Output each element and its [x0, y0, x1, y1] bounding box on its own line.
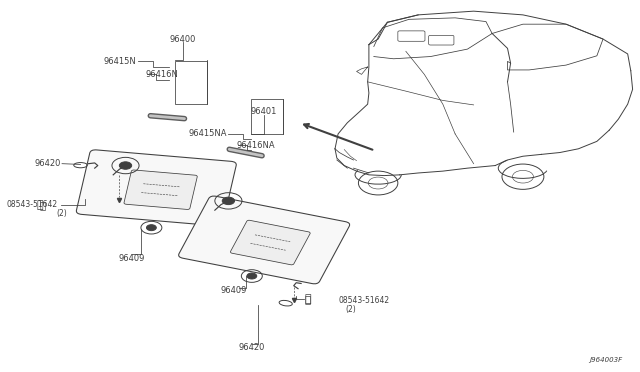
Circle shape [147, 225, 156, 231]
Circle shape [222, 197, 235, 205]
Text: 96409: 96409 [118, 254, 145, 263]
Text: J964003F: J964003F [589, 357, 623, 363]
FancyBboxPatch shape [124, 170, 197, 209]
FancyBboxPatch shape [179, 196, 349, 284]
Text: (2): (2) [346, 305, 356, 314]
Text: 96416NA: 96416NA [236, 141, 275, 150]
Text: 08543-51642: 08543-51642 [6, 200, 58, 209]
FancyBboxPatch shape [230, 220, 310, 265]
Text: Ⓢ: Ⓢ [36, 200, 43, 209]
Text: 96415N: 96415N [104, 57, 136, 66]
Text: 96401: 96401 [251, 107, 277, 116]
Text: 96420: 96420 [35, 159, 61, 168]
Text: 96416N: 96416N [146, 70, 179, 79]
Text: 96409: 96409 [220, 286, 246, 295]
Text: Ⓢ: Ⓢ [304, 295, 310, 304]
Text: 96415NA: 96415NA [189, 129, 227, 138]
Text: Ⓢ: Ⓢ [39, 201, 45, 210]
Text: 96400: 96400 [170, 35, 196, 44]
Circle shape [247, 273, 257, 279]
Circle shape [119, 162, 132, 169]
Text: (2): (2) [56, 209, 67, 218]
Text: Ⓢ: Ⓢ [304, 295, 311, 304]
FancyBboxPatch shape [76, 150, 236, 226]
Text: 96420: 96420 [239, 343, 265, 352]
Text: 08543-51642: 08543-51642 [338, 296, 389, 305]
